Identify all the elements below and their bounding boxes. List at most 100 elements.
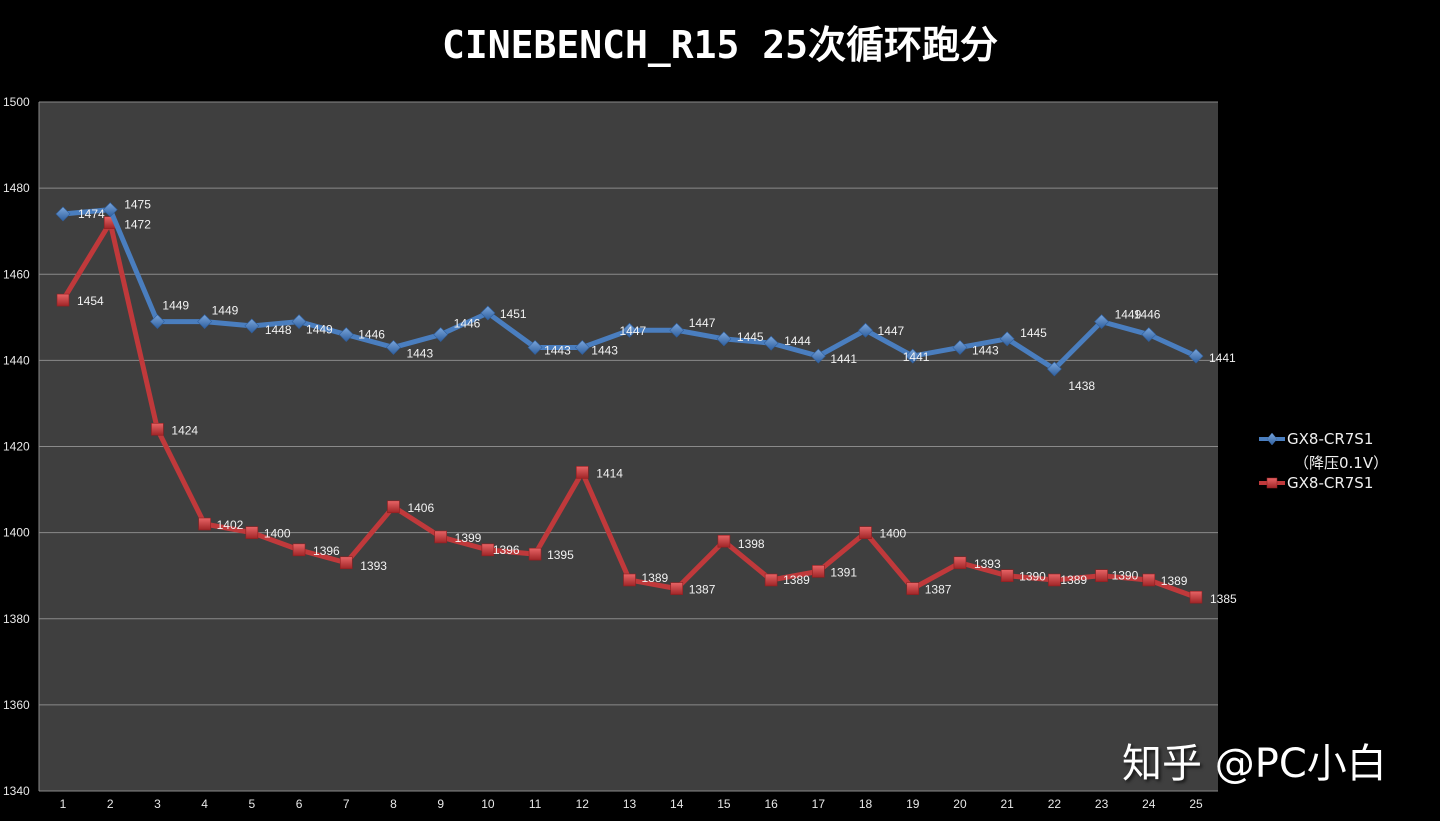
data-label: 1400 (880, 527, 907, 541)
data-label: 1406 (407, 501, 434, 515)
x-tick-label: 17 (812, 797, 826, 811)
data-label: 1447 (620, 324, 647, 338)
square-marker-icon (387, 500, 400, 514)
data-label: 1441 (903, 350, 930, 364)
y-tick-label: 1480 (3, 181, 30, 195)
diamond-marker-icon (433, 327, 449, 342)
square-marker-icon (1142, 573, 1156, 587)
square-marker-icon (1258, 474, 1286, 490)
data-label: 1448 (265, 323, 292, 337)
diamond-marker-icon (1046, 361, 1062, 377)
diamond-marker-icon (480, 305, 496, 321)
square-marker-icon (339, 556, 353, 570)
diamond-marker-icon (291, 314, 307, 330)
square-marker-icon (245, 526, 259, 539)
legend-item-stock: GX8-CR7S1 (1258, 474, 1388, 496)
x-tick-label: 9 (437, 797, 444, 811)
gridlines (39, 101, 1218, 792)
x-axis-ticks: 1 2 3 4 5 6 7 8 9 10 11 12 13 14 15 16 17 18 19 20 21 22 23 24 2… (60, 797, 1203, 811)
y-tick-label: 1420 (3, 440, 30, 454)
x-tick-label: 7 (343, 797, 350, 811)
y-tick-label: 1380 (3, 612, 30, 626)
x-tick-label: 18 (859, 797, 873, 811)
x-tick-label: 8 (390, 797, 397, 811)
series-undervolt (55, 202, 1204, 377)
data-label: 1438 (1068, 379, 1095, 393)
diamond-marker-icon (197, 314, 213, 330)
data-label: 1398 (738, 537, 765, 551)
data-label: 1474 (78, 207, 105, 221)
diamond-marker-icon (102, 202, 118, 218)
square-marker-icon (575, 466, 589, 479)
diamond-marker-icon (386, 340, 401, 355)
data-label: 1445 (737, 330, 764, 344)
square-marker-icon (1000, 569, 1014, 582)
data-label: 1390 (1112, 569, 1139, 583)
x-tick-label: 24 (1142, 797, 1156, 811)
x-tick-label: 2 (107, 797, 114, 811)
diamond-marker-icon (669, 322, 685, 338)
series-stock (56, 216, 1203, 604)
x-tick-label: 15 (717, 797, 731, 811)
data-label: 1443 (544, 343, 571, 357)
square-marker-icon (859, 526, 872, 539)
square-marker-icon (481, 543, 495, 557)
square-marker-icon (434, 530, 447, 544)
diamond-marker-icon (1258, 430, 1286, 446)
x-tick-label: 11 (529, 797, 542, 811)
diamond-marker-icon (999, 331, 1015, 347)
diamond-marker-icon (810, 348, 826, 364)
diamond-marker-icon (1094, 314, 1110, 330)
diamond-marker-icon (1141, 327, 1157, 342)
watermark: 知乎 @PC小白 (1122, 741, 1387, 787)
square-marker-icon (953, 556, 967, 570)
series-layer (55, 202, 1204, 604)
data-label: 1451 (500, 307, 527, 321)
square-marker-icon (198, 517, 211, 531)
square-marker-icon (56, 293, 70, 307)
square-marker-icon (292, 543, 306, 557)
data-label: 1402 (217, 518, 244, 532)
diamond-marker-icon (716, 331, 732, 347)
x-tick-label: 14 (670, 797, 684, 811)
x-tick-label: 23 (1095, 797, 1109, 811)
legend-label-undervolt: GX8-CR7S1 (1287, 430, 1374, 448)
data-label: 1454 (77, 294, 104, 308)
diamond-marker-icon (149, 314, 165, 330)
square-marker-icon (764, 573, 778, 587)
data-label: 1393 (360, 559, 387, 573)
square-marker-icon (717, 534, 731, 548)
data-label: 1396 (493, 543, 520, 557)
square-marker-icon (1095, 569, 1108, 582)
diamond-marker-icon (622, 322, 637, 338)
data-label: 1449 (306, 323, 333, 337)
data-label: 1399 (455, 531, 482, 545)
diamond-marker-icon (858, 322, 873, 338)
diamond-marker-icon (1188, 348, 1204, 364)
x-tick-label: 1 (60, 797, 67, 811)
y-tick-label: 1460 (3, 267, 30, 281)
data-label: 1443 (406, 346, 433, 360)
x-tick-label: 5 (248, 797, 255, 811)
diamond-marker-icon (338, 327, 354, 342)
x-tick-label: 21 (1000, 797, 1014, 811)
data-label: 1446 (454, 317, 481, 331)
data-label: 1389 (1161, 574, 1188, 588)
data-label: 1449 (162, 299, 189, 313)
data-label: 1424 (171, 423, 198, 437)
data-label: 1449 (212, 304, 239, 318)
x-tick-label: 16 (764, 797, 778, 811)
square-marker-icon (906, 582, 920, 595)
square-marker-icon (670, 582, 684, 595)
diamond-marker-icon (244, 318, 260, 334)
diamond-marker-icon (574, 340, 590, 355)
data-label: 1443 (972, 343, 999, 357)
diamond-marker-icon (905, 348, 921, 364)
data-label: 1389 (642, 571, 669, 585)
square-marker-icon (151, 422, 164, 436)
data-label: 1475 (124, 198, 151, 212)
diamond-marker-icon (952, 340, 968, 355)
data-labels: 1454 1472 1424 1402 1400 1396 1393 1406 1399 1396… (77, 198, 1237, 607)
chart-title: CINEBENCH_R15 25次循环跑分 (441, 23, 999, 67)
